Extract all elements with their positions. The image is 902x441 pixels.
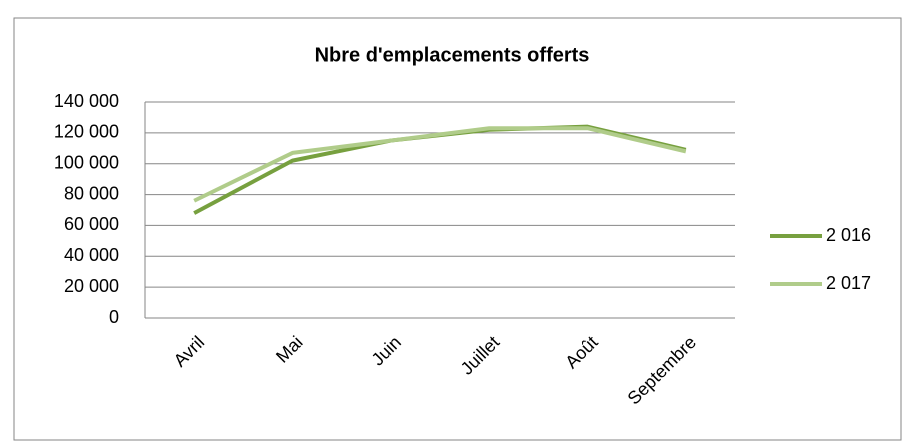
legend-label: 2 017 — [826, 273, 871, 293]
y-tick-label: 20 000 — [64, 276, 119, 296]
y-tick-label: 140 000 — [54, 91, 119, 111]
chart-frame — [13, 17, 902, 441]
data-line — [193, 126, 687, 203]
chart-title: Nbre d'emplacements offerts — [315, 44, 590, 66]
y-tick-label: 0 — [109, 307, 119, 327]
legend-label: 2 016 — [826, 225, 871, 245]
y-tick-label: 80 000 — [64, 183, 119, 203]
y-tick-label: 120 000 — [54, 122, 119, 142]
y-tick-label: 100 000 — [54, 152, 119, 172]
y-tick-label: 60 000 — [64, 214, 119, 234]
y-tick-label: 40 000 — [64, 245, 119, 265]
